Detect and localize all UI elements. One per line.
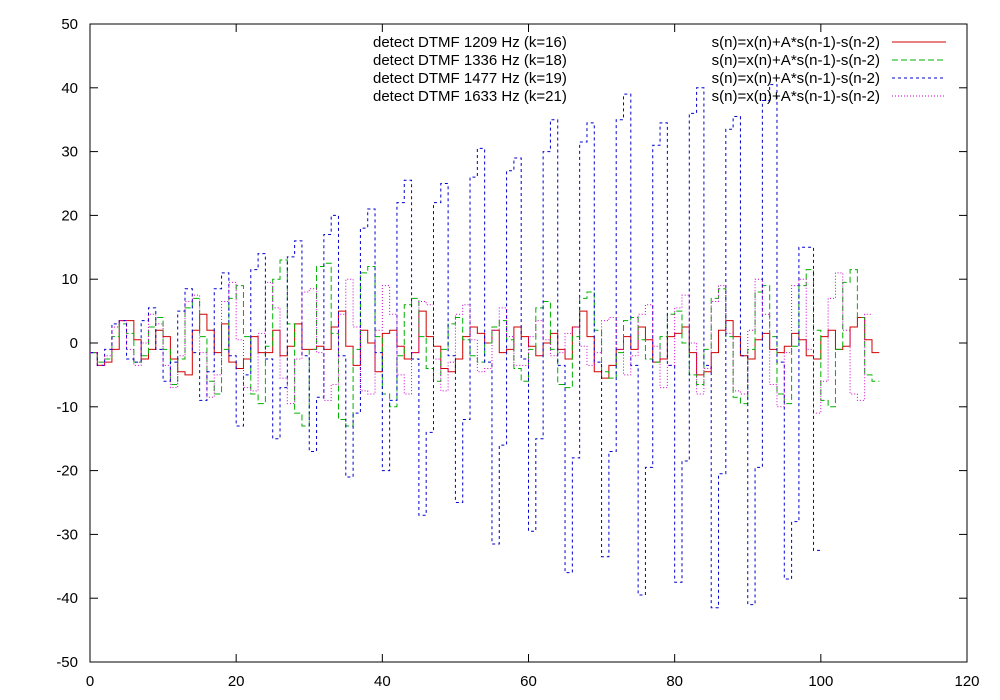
y-tick-label: 30 — [61, 144, 78, 161]
legend-series-formula: s(n)=x(n)+A*s(n-1)-s(n-2) — [712, 52, 880, 69]
y-tick-label: 40 — [61, 80, 78, 97]
legend: detect DTMF 1209 Hz (k=16) s(n)=x(n)+A*s(… — [373, 34, 946, 105]
legend-series-name: detect DTMF 1633 Hz (k=21) — [373, 88, 567, 105]
legend-series-formula: s(n)=x(n)+A*s(n-1)-s(n-2) — [712, 34, 880, 51]
legend-entry-3: detect DTMF 1477 Hz (k=19) s(n)=x(n)+A*s(… — [373, 70, 946, 87]
series-line-3 — [90, 84, 821, 609]
legend-entry-4: detect DTMF 1633 Hz (k=21) s(n)=x(n)+A*s(… — [373, 88, 946, 105]
legend-series-formula: s(n)=x(n)+A*s(n-1)-s(n-2) — [712, 70, 880, 87]
y-tick-label: 0 — [70, 335, 78, 352]
x-tick-label: 40 — [374, 673, 391, 690]
y-tick-label: -50 — [56, 654, 78, 671]
x-tick-label: 80 — [666, 673, 683, 690]
x-tick-label: 60 — [520, 673, 537, 690]
y-axis: -50 -40 -30 -20 -10 0 10 20 30 40 50 — [56, 16, 967, 671]
legend-series-name: detect DTMF 1336 Hz (k=18) — [373, 52, 567, 69]
legend-series-name: detect DTMF 1477 Hz (k=19) — [373, 70, 567, 87]
x-tick-label: 100 — [808, 673, 833, 690]
y-tick-label: -40 — [56, 590, 78, 607]
legend-entry-1: detect DTMF 1209 Hz (k=16) s(n)=x(n)+A*s(… — [373, 34, 946, 51]
series-line-2 — [90, 259, 880, 427]
y-tick-label: 50 — [61, 16, 78, 33]
y-tick-label: -30 — [56, 526, 78, 543]
legend-entry-2: detect DTMF 1336 Hz (k=18) s(n)=x(n)+A*s(… — [373, 52, 946, 69]
y-tick-label: -10 — [56, 399, 78, 416]
y-tick-label: -20 — [56, 463, 78, 480]
y-tick-label: 20 — [61, 207, 78, 224]
x-tick-label: 0 — [86, 673, 94, 690]
legend-series-formula: s(n)=x(n)+A*s(n-1)-s(n-2) — [712, 88, 880, 105]
x-tick-label: 20 — [228, 673, 245, 690]
y-tick-label: 10 — [61, 271, 78, 288]
legend-series-name: detect DTMF 1209 Hz (k=16) — [373, 34, 567, 51]
x-axis: 0 20 40 60 80 100 120 — [86, 24, 980, 690]
series-layer — [90, 84, 880, 609]
x-tick-label: 120 — [954, 673, 979, 690]
